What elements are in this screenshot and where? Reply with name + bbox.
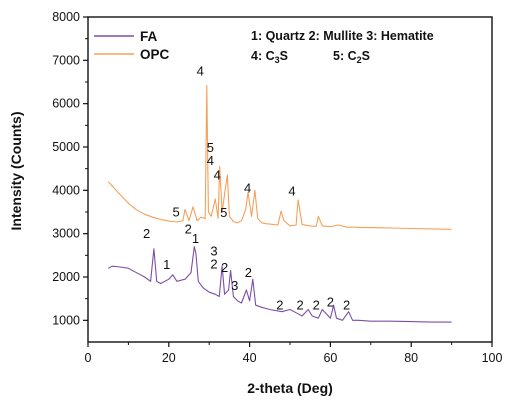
series-line-opc [107,84,452,230]
y-tick-label: 2000 [52,270,80,284]
x-tick-label: 0 [85,351,92,365]
phase-key: 1: Quartz 2: Mullite 3: Hematite 4: C3S … [251,29,434,65]
y-axis-title: Intensity (Counts) [8,112,24,231]
peak-label: 2 [210,256,217,271]
peak-label: 2 [245,265,252,280]
peak-label: 1 [192,231,199,246]
y-tick-label: 3000 [52,227,80,241]
peak-label: 5 [220,205,227,220]
series-line-fa [107,246,452,323]
peak-label: 3 [210,243,217,258]
x-tick-label: 40 [243,351,257,365]
y-tick-label: 4000 [52,183,80,197]
plot-frame [87,16,493,343]
phase-key-line-2a: 4: C3S [251,49,288,65]
y-tick-label: 5000 [52,140,80,154]
y-tick-label: 8000 [52,10,80,24]
legend-fa-label: FA [140,29,158,44]
legend: FA OPC [94,29,170,62]
peak-label: 4 [244,181,251,196]
peak-label: 2 [327,295,334,310]
peak-label: 2 [143,226,150,241]
series-layer [107,84,452,323]
peak-label: 2 [296,298,303,313]
y-tick-label: 6000 [52,97,80,111]
axes: 0 20 40 60 80 100 1000 2000 3000 4000 5000 6000 7000… [52,10,502,365]
x-tick-label: 80 [404,351,418,365]
x-axis-title: 2-theta (Deg) [247,380,333,396]
peak-label: 5 [172,204,179,219]
peak-label: 2 [185,222,192,237]
x-tick-label: 20 [162,351,176,365]
peak-label: 3 [231,278,238,293]
peak-label: 4 [207,153,214,168]
peak-label: 4 [197,64,204,79]
peak-label: 2 [221,260,228,275]
peak-label: 2 [313,298,320,313]
phase-key-line-1: 1: Quartz 2: Mullite 3: Hematite [251,29,434,43]
x-tick-label: 60 [323,351,337,365]
legend-opc-label: OPC [140,47,170,62]
peak-label: 2 [276,298,283,313]
peak-label: 1 [163,257,170,272]
peak-label: 5 [207,140,214,155]
x-tick-label: 100 [482,351,503,365]
peak-label: 4 [288,184,295,199]
peak-label: 4 [214,168,221,183]
y-tick-label: 7000 [52,53,80,67]
peak-label: 2 [343,298,350,313]
y-tick-label: 1000 [52,313,80,327]
phase-key-line-2b: 5: C2S [333,49,370,65]
